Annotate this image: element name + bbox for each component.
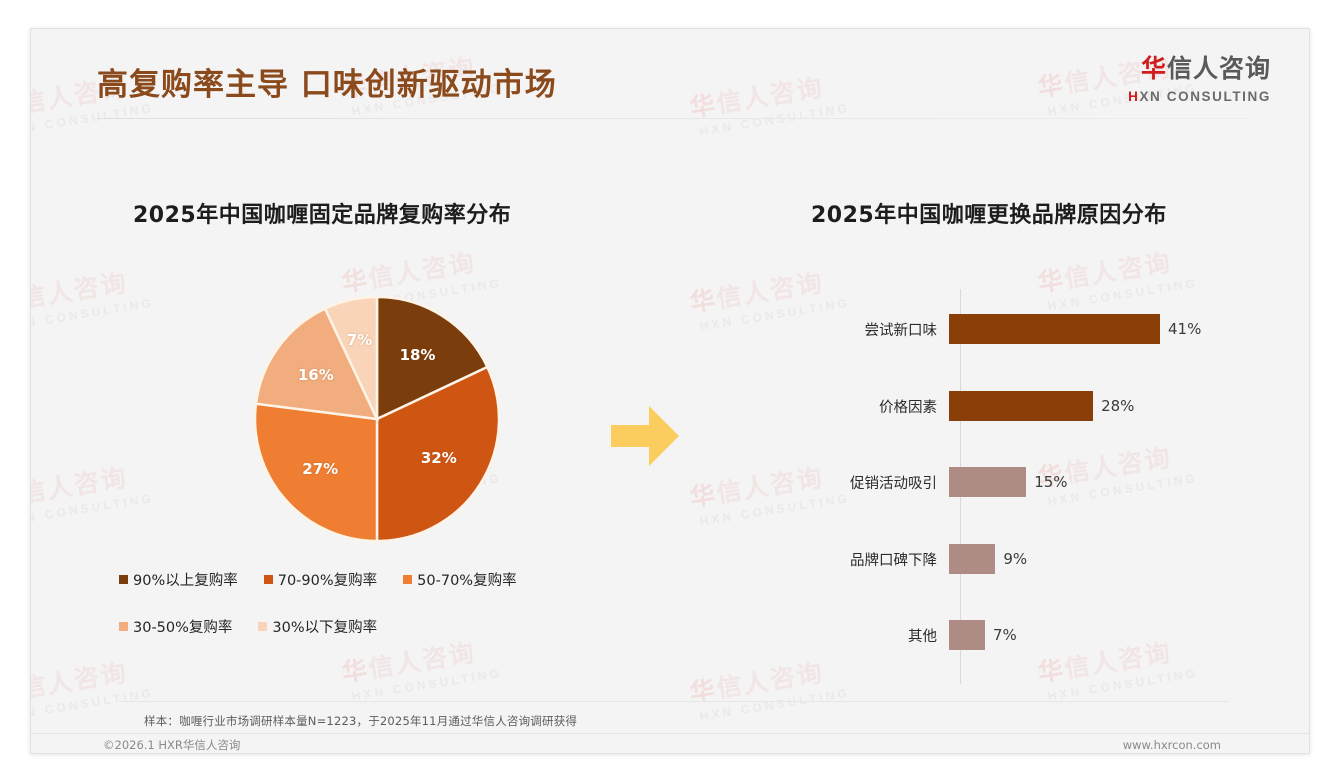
- footer-website[interactable]: www.hxrcon.com: [1122, 737, 1221, 752]
- legend-label: 70-90%复购率: [277, 573, 378, 589]
- bar-fill[interactable]: [949, 620, 986, 650]
- header-divider: [97, 118, 1247, 119]
- bar-value-label: 9%: [1003, 550, 1028, 568]
- company-logo: 华信人咨询 HXN CONSULTING: [1128, 49, 1271, 104]
- pie-slice-label: 27%: [302, 460, 339, 479]
- logo-chinese-text: 华信人咨询: [1128, 49, 1271, 85]
- footnote-text: 样本：咖喱行业市场调研样本量N=1223，于2025年11月通过华信人咨询调研获…: [144, 714, 578, 728]
- bar-fill[interactable]: [949, 544, 996, 574]
- pie-slice-label: 16%: [297, 365, 334, 384]
- footnote-divider: [119, 701, 1229, 702]
- pie-legend-row: 90%以上复购率 70-90%复购率 50-70%复购率: [119, 569, 619, 590]
- pie-legend-item[interactable]: 70-90%复购率: [263, 569, 378, 590]
- pie-chart-panel: 2025年中国咖喱固定品牌复购率分布 18% 32% 27% 16% 7% 90%以上复…: [97, 184, 637, 684]
- pie-legend-item[interactable]: 50-70%复购率: [403, 569, 517, 590]
- legend-swatch-icon: [258, 622, 268, 631]
- legend-swatch-icon: [119, 575, 128, 584]
- legend-swatch-icon: [403, 575, 413, 584]
- legend-label: 50-70%复购率: [417, 573, 517, 589]
- bar-category-label: 促销活动吸引: [850, 475, 937, 492]
- bar-chart-row: 促销活动吸引 15%: [731, 467, 1276, 497]
- pie-legend: 90%以上复购率 70-90%复购率 50-70%复购率 30-50%复购率 30%以下…: [119, 569, 619, 663]
- bar-value-label: 15%: [1034, 473, 1068, 491]
- bar-fill[interactable]: [949, 391, 1094, 421]
- bar-category-label: 其他: [908, 628, 937, 645]
- legend-label: 30%以下复购率: [272, 620, 378, 636]
- pie-slice[interactable]: [375, 365, 501, 543]
- legend-label: 30-50%复购率: [133, 620, 233, 636]
- pie-legend-item[interactable]: 30-50%复购率: [119, 616, 232, 637]
- bar-chart-row: 价格因素 28%: [731, 391, 1276, 421]
- pie-legend-row: 30-50%复购率 30%以下复购率: [119, 616, 619, 637]
- pie-legend-item[interactable]: 30%以下复购率: [258, 616, 377, 637]
- pie-slice[interactable]: [254, 306, 380, 421]
- logo-cn-red: 华: [1140, 54, 1167, 83]
- right-arrow-icon: [609, 403, 681, 474]
- legend-swatch-icon: [263, 575, 273, 584]
- slide-footer: ©2026.1 HXR华信人咨询 www.hxrcon.com: [31, 734, 1309, 753]
- slide-canvas: 华信人咨询 HXN CONSULTING 华信人咨询 HXN CONSULTING华信…: [30, 28, 1310, 754]
- bar-category-label: 品牌口碑下降: [850, 552, 937, 569]
- logo-en-rest: XN CONSULTING: [1139, 89, 1271, 104]
- bar-category-label: 尝试新口味: [864, 322, 938, 339]
- bar-value-label: 28%: [1101, 397, 1135, 415]
- bar-chart-row: 其他 7%: [731, 620, 1276, 650]
- logo-english-text: HXN CONSULTING: [1128, 89, 1271, 104]
- bar-fill[interactable]: [949, 314, 1160, 344]
- legend-swatch-icon: [119, 622, 128, 631]
- bar-chart-row: 品牌口碑下降 9%: [731, 544, 1276, 574]
- pie-chart-title: 2025年中国咖喱固定品牌复购率分布: [133, 203, 512, 228]
- legend-label: 90%以上复购率: [133, 573, 238, 589]
- pie-svg: [253, 295, 501, 543]
- pie-legend-item[interactable]: 90%以上复购率: [119, 569, 238, 590]
- slide-header: 高复购率主导 口味创新驱动市场 华信人咨询 HXN CONSULTING: [31, 29, 1309, 119]
- pie-slice[interactable]: [323, 295, 379, 420]
- logo-en-red: H: [1128, 89, 1140, 104]
- pie-slice[interactable]: [253, 402, 379, 543]
- bar-chart-plot: 尝试新口味 41% 价格因素 28% 促销活动吸引 15% 品牌口碑下降 9% 其他 7%: [731, 289, 1276, 684]
- bar-chart-row: 尝试新口味 41%: [731, 314, 1276, 344]
- pie-slice-label: 7%: [346, 331, 373, 350]
- bar-fill[interactable]: [949, 467, 1027, 497]
- page-title: 高复购率主导 口味创新驱动市场: [97, 67, 557, 103]
- footer-copyright: ©2026.1 HXR华信人咨询: [103, 737, 241, 752]
- pie-slice[interactable]: [375, 295, 490, 421]
- footer-divider: [31, 733, 1309, 734]
- bar-category-label: 价格因素: [879, 399, 937, 416]
- bar-value-label: 41%: [1168, 320, 1202, 338]
- pie-slice-label: 18%: [399, 346, 436, 365]
- pie-chart-graphic: 18% 32% 27% 16% 7%: [252, 294, 502, 544]
- logo-cn-rest: 信人咨询: [1166, 54, 1271, 83]
- bar-chart-panel: 2025年中国咖喱更换品牌原因分布 尝试新口味 41% 价格因素 28% 促销活动吸引 1…: [731, 184, 1276, 689]
- arrow-svg: [611, 406, 679, 466]
- bar-chart-title: 2025年中国咖喱更换品牌原因分布: [811, 203, 1167, 228]
- bar-value-label: 7%: [993, 626, 1017, 644]
- pie-slice-label: 32%: [420, 449, 457, 468]
